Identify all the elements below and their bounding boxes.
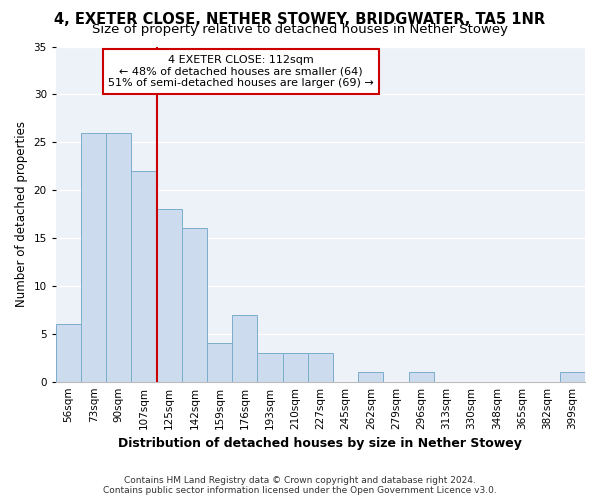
Bar [207, 344, 232, 382]
Text: Contains HM Land Registry data © Crown copyright and database right 2024.
Contai: Contains HM Land Registry data © Crown c… [103, 476, 497, 495]
Bar [409, 372, 434, 382]
Y-axis label: Number of detached properties: Number of detached properties [15, 121, 28, 307]
Text: Size of property relative to detached houses in Nether Stowey: Size of property relative to detached ho… [92, 22, 508, 36]
X-axis label: Distribution of detached houses by size in Nether Stowey: Distribution of detached houses by size … [118, 437, 523, 450]
Bar [81, 132, 106, 382]
Text: 4, EXETER CLOSE, NETHER STOWEY, BRIDGWATER, TA5 1NR: 4, EXETER CLOSE, NETHER STOWEY, BRIDGWAT… [55, 12, 545, 28]
Bar [131, 171, 157, 382]
Bar [157, 210, 182, 382]
Bar [308, 353, 333, 382]
Bar [232, 314, 257, 382]
Bar [106, 132, 131, 382]
Bar [257, 353, 283, 382]
Bar [56, 324, 81, 382]
Bar [283, 353, 308, 382]
Bar [560, 372, 585, 382]
Bar [358, 372, 383, 382]
Text: 4 EXETER CLOSE: 112sqm
← 48% of detached houses are smaller (64)
51% of semi-det: 4 EXETER CLOSE: 112sqm ← 48% of detached… [108, 55, 374, 88]
Bar [182, 228, 207, 382]
